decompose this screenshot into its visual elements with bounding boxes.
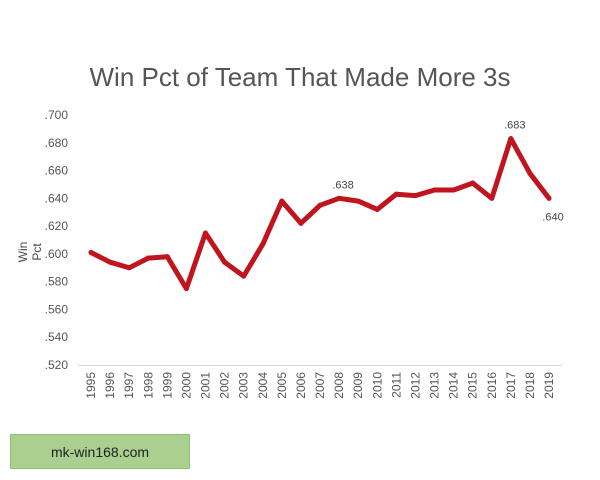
x-tick-label: 2013 [428, 372, 442, 399]
x-tick-label: 2016 [485, 372, 499, 399]
x-tick-label: 2002 [218, 372, 232, 399]
y-tick-label: .540 [45, 330, 69, 344]
series-line [88, 136, 552, 292]
x-tick-label: 2012 [408, 372, 422, 399]
data-point [508, 136, 514, 142]
x-tick-label: 2017 [504, 372, 518, 399]
data-point [546, 195, 552, 201]
data-point [126, 265, 132, 271]
data-point [317, 202, 323, 208]
x-tick-label: 2019 [542, 372, 556, 399]
x-tick-label: 2011 [389, 372, 403, 398]
data-point [298, 220, 304, 226]
x-tick-label: 1997 [122, 372, 136, 399]
data-point [260, 241, 266, 247]
x-tick-label: 2010 [370, 372, 384, 399]
y-tick-label: .640 [45, 191, 69, 205]
data-label: .683 [504, 120, 525, 132]
x-tick-label: 2004 [256, 372, 270, 399]
data-point [145, 255, 151, 261]
x-tick-label: 2014 [447, 372, 461, 399]
x-tick-label: 2001 [199, 372, 213, 399]
data-label: .640 [542, 211, 563, 223]
x-tick-label: 2007 [313, 372, 327, 399]
data-point [203, 230, 208, 236]
x-tick-label: 2008 [332, 372, 346, 399]
x-tick-label: 2015 [466, 372, 480, 399]
y-tick-label: .580 [45, 275, 69, 289]
data-point [412, 193, 418, 199]
data-point [222, 259, 228, 265]
y-tick-label: .620 [45, 219, 69, 233]
y-tick-label: .700 [45, 108, 69, 122]
watermark-banner: mk-win168.com [10, 434, 190, 469]
data-point [470, 180, 476, 186]
data-point [107, 259, 113, 265]
chart-title: Win Pct of Team That Made More 3s [89, 62, 511, 92]
x-tick-label: 2009 [351, 372, 365, 399]
x-tick-label: 2018 [523, 372, 537, 399]
y-tick-label: .600 [45, 247, 69, 261]
x-tick-label: 2003 [237, 372, 251, 399]
data-label: .638 [332, 179, 353, 191]
x-tick-label: 1998 [141, 372, 155, 399]
data-point [183, 286, 189, 292]
y-tick-label: .660 [45, 164, 69, 178]
x-tick-label: 2006 [294, 372, 308, 399]
data-point [489, 195, 495, 201]
data-point [451, 187, 457, 193]
x-tick-label: 2005 [275, 372, 289, 399]
y-tick-label: .520 [45, 358, 69, 372]
data-point [527, 170, 533, 176]
data-point [432, 187, 437, 193]
data-point [393, 191, 399, 197]
data-point [241, 273, 247, 279]
data-point [336, 195, 342, 201]
data-point [374, 206, 380, 212]
y-tick-label: .680 [45, 136, 69, 150]
data-point [355, 198, 361, 204]
y-tick-label: .560 [45, 302, 69, 316]
x-tick-label: 2000 [179, 372, 193, 399]
x-tick-label: 1999 [160, 372, 174, 399]
x-tick-label: 1995 [84, 372, 98, 399]
data-point [279, 198, 285, 204]
data-point [88, 250, 94, 255]
data-point [164, 254, 170, 260]
x-tick-label: 1996 [103, 372, 117, 399]
